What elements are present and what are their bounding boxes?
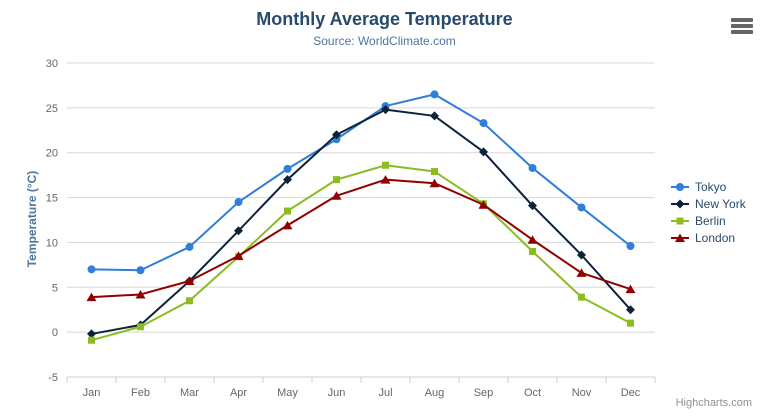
data-point[interactable] [283, 164, 292, 173]
data-point[interactable] [234, 198, 243, 207]
data-point[interactable] [185, 242, 194, 251]
data-point[interactable] [429, 178, 440, 188]
square-marker-icon [671, 217, 689, 224]
circle-marker-icon[interactable] [676, 182, 684, 191]
hamburger-icon [731, 18, 753, 22]
y-axis-tick-label: 30 [46, 58, 58, 70]
diamond-marker-icon[interactable] [675, 199, 685, 208]
x-axis-tick-label: Sep [474, 387, 494, 399]
x-axis-tick-label: Oct [524, 387, 541, 399]
series-tokyo [87, 90, 635, 275]
data-point[interactable] [380, 175, 391, 184]
legend-label: New York [695, 196, 746, 211]
data-point[interactable] [283, 175, 292, 185]
legend-item-tokyo[interactable]: Tokyo [671, 178, 746, 195]
y-axis-tick-label: 15 [46, 193, 58, 205]
data-point[interactable] [529, 247, 536, 255]
data-point[interactable] [186, 297, 193, 305]
data-point[interactable] [577, 203, 586, 212]
data-point[interactable] [528, 201, 537, 211]
square-marker-icon[interactable] [676, 217, 684, 224]
data-point[interactable] [382, 161, 389, 169]
y-axis-tick-label: 20 [46, 148, 58, 160]
legend-item-berlin[interactable]: Berlin [671, 212, 746, 229]
data-point[interactable] [527, 235, 538, 244]
series-line [90, 108, 632, 335]
data-point[interactable] [284, 207, 291, 215]
series-line [90, 178, 632, 299]
data-point[interactable] [136, 266, 145, 275]
data-point[interactable] [233, 251, 244, 260]
data-point[interactable] [234, 226, 243, 236]
data-point[interactable] [381, 105, 390, 115]
data-point[interactable] [135, 289, 146, 299]
data-point[interactable] [626, 305, 635, 315]
data-point[interactable] [87, 265, 96, 274]
chart-title: Monthly Average Temperature [256, 9, 513, 29]
y-axis-title: Temperature (°C) [25, 170, 39, 268]
data-point[interactable] [578, 293, 585, 301]
chart-subtitle: Source: WorldClimate.com [313, 34, 456, 48]
series-london [86, 175, 636, 302]
export-menu-button[interactable] [731, 18, 753, 34]
y-axis-tick-label: 0 [52, 327, 58, 339]
x-axis-tick-label: Aug [425, 387, 445, 399]
triangle-marker-icon[interactable] [675, 233, 685, 242]
series-line [90, 164, 632, 342]
y-axis-tick-label: 5 [52, 282, 58, 294]
x-axis-tick-label: Dec [621, 387, 641, 399]
legend-label: Berlin [695, 213, 726, 228]
data-point[interactable] [86, 292, 97, 302]
x-axis-tick-label: Apr [230, 387, 247, 399]
legend-label: Tokyo [695, 179, 727, 194]
data-point[interactable] [626, 242, 635, 251]
diamond-marker-icon [671, 199, 689, 208]
data-point[interactable] [479, 119, 488, 128]
triangle-marker-icon [671, 233, 689, 242]
data-point[interactable] [87, 329, 96, 339]
data-point[interactable] [430, 90, 439, 99]
legend: Tokyo New York Berlin London [671, 178, 746, 246]
data-point[interactable] [478, 200, 489, 209]
legend-item-new-york[interactable]: New York [671, 195, 746, 212]
y-axis-tick-label: 25 [46, 103, 58, 115]
x-axis-tick-label: May [277, 387, 298, 399]
data-point[interactable] [625, 284, 636, 294]
hamburger-icon [731, 24, 753, 28]
data-point[interactable] [479, 147, 488, 157]
hamburger-icon [731, 30, 753, 34]
y-axis-tick-label: 10 [46, 237, 58, 249]
data-point[interactable] [184, 276, 195, 286]
data-point[interactable] [137, 323, 144, 331]
data-point[interactable] [576, 268, 587, 277]
series-line [90, 93, 632, 272]
data-point[interactable] [332, 130, 341, 140]
data-point[interactable] [331, 191, 342, 200]
circle-marker-icon [671, 182, 689, 191]
data-point[interactable] [333, 176, 340, 184]
legend-item-london[interactable]: London [671, 229, 746, 246]
x-axis-tick-label: Jun [328, 387, 346, 399]
data-point[interactable] [282, 220, 293, 230]
data-point[interactable] [528, 163, 537, 172]
x-axis-tick-label: Jul [378, 387, 392, 399]
data-point[interactable] [430, 111, 439, 121]
x-axis-tick-label: Mar [180, 387, 199, 399]
highcharts-credit-link[interactable]: Highcharts.com [675, 397, 752, 409]
y-axis-tick-label: -5 [48, 372, 58, 384]
data-point[interactable] [88, 336, 95, 344]
x-axis-tick-label: Jan [83, 387, 101, 399]
data-point[interactable] [431, 168, 438, 176]
data-point[interactable] [577, 250, 586, 260]
series-new-york [87, 105, 635, 339]
data-point[interactable] [627, 319, 634, 327]
legend-label: London [695, 230, 736, 245]
x-axis-tick-label: Feb [131, 387, 150, 399]
x-axis-tick-label: Nov [572, 387, 592, 399]
